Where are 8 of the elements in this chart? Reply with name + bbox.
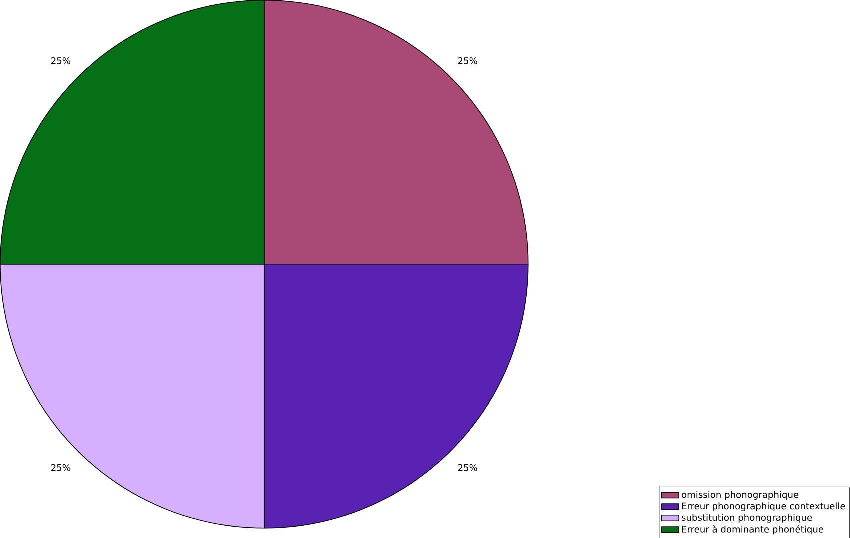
- data-label: 25%: [52, 57, 71, 64]
- data-label: 25%: [458, 57, 478, 64]
- legend-label: Erreur phonographique contextuelle: [682, 502, 846, 512]
- legend-label: omission phonographique: [682, 490, 799, 500]
- legend-label: Erreur à dominante phonétique: [682, 525, 824, 534]
- data-label: 25%: [52, 464, 71, 472]
- legend-label: substitution phonographique: [682, 514, 812, 523]
- data-label: 25%: [458, 464, 478, 472]
